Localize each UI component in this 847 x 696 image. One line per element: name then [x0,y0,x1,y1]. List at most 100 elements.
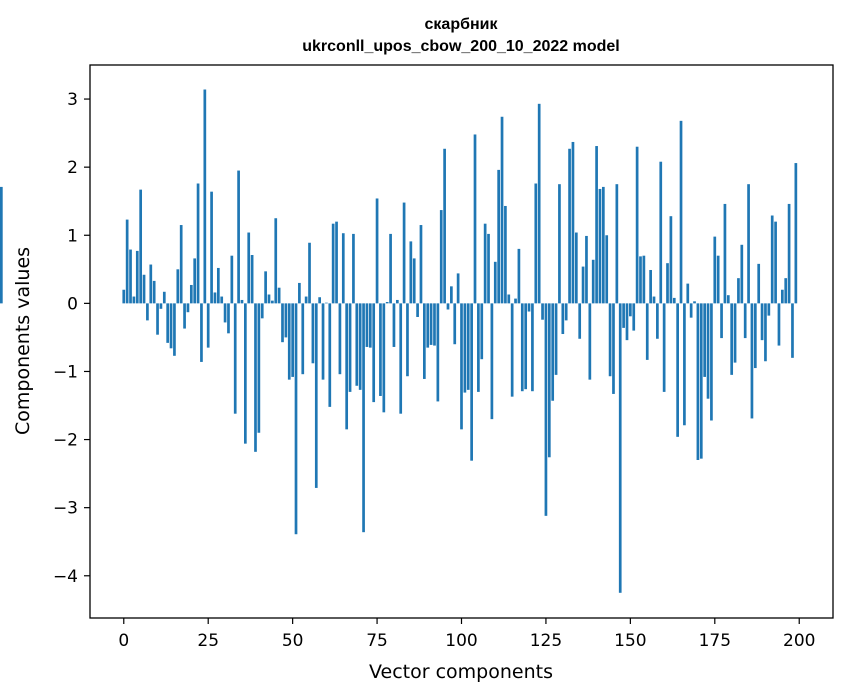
bar-90 [426,303,430,348]
bar-34 [237,170,240,304]
bar-30 [223,303,227,323]
bar-173 [706,303,710,399]
bar-112 [500,116,504,304]
x-tick-label: 50 [282,631,304,651]
bar-70 [358,303,362,390]
bar-35 [240,299,244,304]
bar-52 [298,282,301,304]
bar-44 [271,300,274,304]
bar-198 [791,303,794,358]
bar-76 [379,303,382,396]
bar-166 [683,303,686,426]
bar-131 [564,303,568,321]
bar-132 [568,148,571,304]
y-tick-label: 0 [67,294,78,314]
bar-24 [203,89,207,304]
bar-94 [439,210,443,304]
bar-26 [210,191,213,304]
x-tick-label: 25 [197,631,219,651]
bar-19 [186,303,190,313]
bar-153 [639,256,642,304]
bar-182 [737,278,740,304]
bar-189 [760,303,764,341]
bar-14 [169,303,173,349]
bar-146 [615,184,619,304]
bar-66 [345,303,349,430]
bar-17 [179,225,183,304]
bar-113 [504,205,507,304]
x-tick-label: 175 [699,631,731,651]
bar-109 [490,303,494,420]
bar-142 [601,186,605,304]
y-tick-label: 3 [67,90,78,110]
chart-subtitle: ukrconll_upos_cbow_200_10_2022 model [302,38,619,55]
bar-20 [189,284,193,304]
bar-83 [402,202,406,304]
bar-81 [395,299,399,304]
bar-100 [460,303,463,430]
bar-73 [368,303,372,348]
bar-158 [656,303,659,339]
plot-frame [89,64,834,619]
bar-119 [524,303,528,390]
bar-9 [152,280,156,304]
bar-122 [534,183,538,304]
bar-47 [281,303,284,343]
bar-161 [666,263,669,304]
bar-102 [466,303,470,390]
bar-103 [470,303,473,461]
bar-87 [416,303,419,317]
bar-155 [645,303,649,360]
bar-69 [355,303,359,386]
bar-22 [196,183,200,304]
bar-128 [554,303,558,375]
bar-58 [318,297,321,304]
bar-53 [301,303,305,375]
bar-138 [588,303,592,380]
bar-137 [585,235,588,304]
bar-48 [284,303,288,338]
bar-78 [385,302,389,304]
bar-147 [618,303,622,593]
bar-129 [558,184,561,304]
bar-2 [129,249,132,304]
bar-33 [233,303,237,414]
bar-178 [723,203,727,304]
bar-74 [372,303,376,403]
bar-159 [659,161,663,304]
bar-190 [764,303,767,362]
bar-176 [716,255,720,304]
bar-174 [710,303,713,421]
bar-107 [483,223,487,304]
bar-95 [443,148,446,304]
bar-45 [274,218,278,304]
bar-32 [230,255,234,304]
bar-141 [598,188,602,304]
bar-79 [389,233,392,304]
bar-115 [510,303,514,397]
bar-121 [531,303,534,392]
bar-61 [328,303,332,407]
bar-43 [267,294,271,304]
bar-197 [787,203,791,304]
bar-62 [331,223,335,304]
bar-63 [335,221,338,304]
bar-99 [456,273,460,304]
bar-64 [338,303,342,375]
bar-186 [750,303,754,419]
bar-67 [348,303,352,392]
bar-183 [740,244,744,304]
bar-140 [595,146,598,304]
bar-101 [463,303,467,393]
bar-188 [757,263,761,304]
bar-84 [406,303,409,377]
bar-108 [487,233,490,304]
bar-124 [541,303,544,320]
bar-157 [652,296,656,304]
bar-133 [571,141,575,304]
bar-12 [162,291,166,304]
bar-143 [605,235,609,304]
bar-154 [642,255,646,304]
bar-50 [291,303,294,377]
bar-177 [720,303,723,339]
